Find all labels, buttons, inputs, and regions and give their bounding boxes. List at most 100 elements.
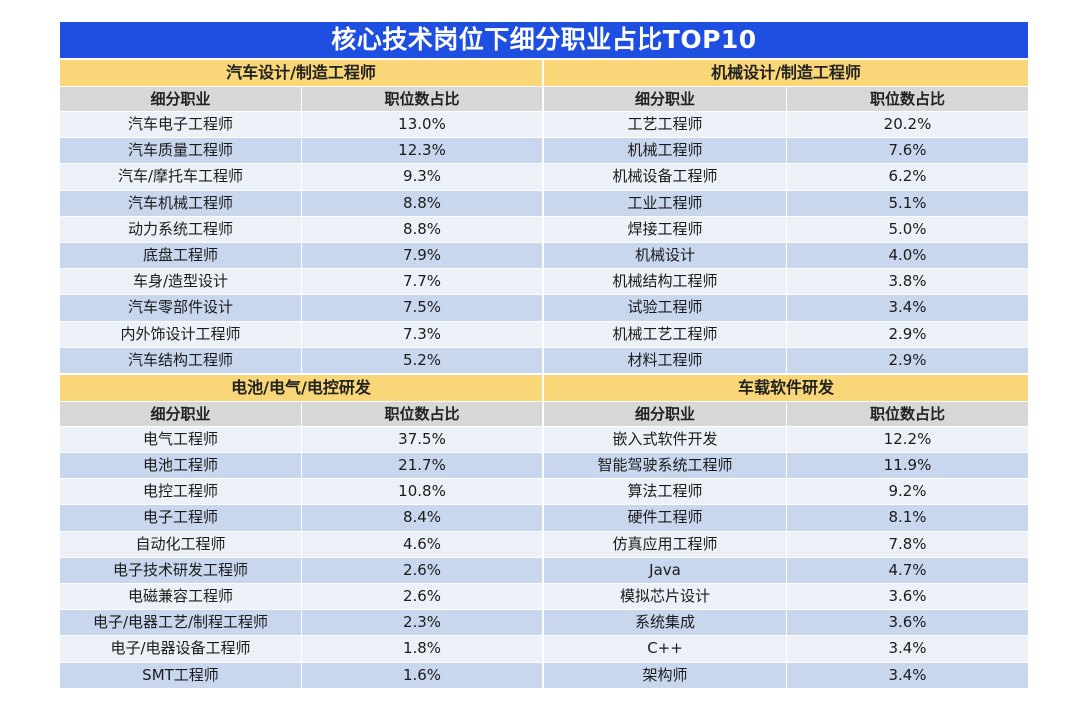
sections-bottom: 电池/电气/电控研发 细分职业 职位数占比 电气工程师 37.5% 电池工程师 21.7% 电… [60,372,1028,688]
job-name-cell: 车身/造型设计 [132,272,229,291]
column-header-row: 细分职业 职位数占比 [544,400,1028,426]
job-name-cell: 电子/电器工艺/制程工程师 [92,613,269,632]
table-row: 材料工程师 2.9% [544,346,1028,373]
job-name-cell: 汽车质量工程师 [127,141,233,160]
job-name-cell: 电子工程师 [142,508,218,527]
section-title: 电池/电气/电控研发 [60,372,542,401]
table-row: 模拟芯片设计 3.6% [544,583,1028,610]
job-name-cell: 内外饰设计工程师 [120,324,241,343]
job-name-cell: 汽车机械工程师 [127,193,233,212]
share-cell: 7.9% [301,242,542,269]
table-row: 嵌入式软件开发 12.2% [544,425,1028,453]
section-title: 汽车设计/制造工程师 [60,58,542,86]
table-row: 动力系统工程师 8.8% [60,215,542,242]
job-name-cell: 汽车/摩托车工程师 [117,167,244,186]
table-row: 机械结构工程师 3.8% [544,268,1028,295]
table-row: 汽车/摩托车工程师 9.3% [60,163,542,190]
table-row: 算法工程师 9.2% [544,478,1028,505]
job-name-cell: 试验工程师 [627,298,703,317]
job-name-cell: 机械工艺工程师 [612,324,718,343]
share-cell: 8.1% [786,505,1028,531]
share-cell: 8.8% [301,190,542,216]
table-row: 汽车质量工程师 12.3% [60,137,542,164]
table-row: 汽车电子工程师 13.0% [60,111,542,138]
table-row: 底盘工程师 7.9% [60,241,542,269]
share-cell: 3.8% [786,269,1028,295]
table-row: 仿真应用工程师 7.8% [544,530,1028,557]
column-header-row: 细分职业 职位数占比 [544,86,1028,111]
share-cell: 13.0% [301,112,542,138]
table-row: 机械工艺工程师 2.9% [544,320,1028,347]
share-cell: 6.2% [786,164,1028,190]
share-cell: 11.9% [786,453,1028,479]
job-share-table: 核心技术岗位下细分职业占比TOP10 汽车设计/制造工程师 细分职业 职位数占比 汽车… [60,22,1028,688]
share-cell: 21.7% [301,453,542,479]
table-row: SMT工程师 1.6% [60,661,542,688]
table-row: 工艺工程师 20.2% [544,111,1028,138]
share-cell: 3.4% [786,295,1028,321]
share-cell: 3.6% [786,584,1028,610]
job-name-cell: 机械设备工程师 [612,167,718,186]
share-cell: 12.3% [301,138,542,164]
table-row: 电子工程师 8.4% [60,504,542,531]
job-name-cell: 工业工程师 [627,193,703,212]
job-name-cell: 工艺工程师 [627,115,703,133]
job-name-cell: 电磁兼容工程师 [127,587,233,605]
table-row: 智能驾驶系统工程师 11.9% [544,452,1028,479]
table-row: 电控工程师 10.8% [60,478,542,505]
section-slot-0: 汽车设计/制造工程师 细分职业 职位数占比 汽车电子工程师 13.0% 汽车质量工程师 12… [60,58,544,373]
table-row: 电子/电器工艺/制程工程师 2.3% [60,609,542,636]
share-cell: 1.6% [301,662,542,688]
share-cell: 4.0% [786,242,1028,269]
share-cell: 7.3% [301,321,542,347]
job-name-cell: SMT工程师 [142,665,219,684]
share-cell: 4.7% [786,557,1028,583]
column-header-share: 职位数占比 [786,87,1028,111]
job-name-cell: 电控工程师 [142,482,218,501]
job-name-cell: 算法工程师 [627,482,703,501]
table-row: 车身/造型设计 7.7% [60,268,542,295]
share-cell: 20.2% [786,112,1028,138]
table-row: 汽车零部件设计 7.5% [60,294,542,321]
job-name-cell: 机械工程师 [627,141,703,160]
job-name-cell: 底盘工程师 [142,245,218,264]
table-title: 核心技术岗位下细分职业占比TOP10 [60,22,1028,58]
job-name-cell: 汽车电子工程师 [127,115,233,133]
table-row: 硬件工程师 8.1% [544,504,1028,531]
job-name-cell: 模拟芯片设计 [619,587,710,605]
column-header-job: 细分职业 [150,90,211,108]
table-row: 汽车机械工程师 8.8% [60,189,542,216]
column-header-share: 职位数占比 [786,401,1028,426]
job-name-cell: 电气工程师 [142,429,218,448]
job-name-cell: 智能驾驶系统工程师 [597,456,733,475]
column-header-job: 细分职业 [634,404,695,423]
column-header-share: 职位数占比 [301,401,542,426]
share-cell: 10.8% [301,479,542,505]
share-cell: 9.2% [786,479,1028,505]
share-cell: 8.8% [301,216,542,242]
share-cell: 7.6% [786,138,1028,164]
table-row: 电池工程师 21.7% [60,452,542,479]
job-name-cell: 架构师 [642,665,688,684]
job-name-cell: 材料工程师 [627,350,703,369]
table-row: 机械设备工程师 6.2% [544,163,1028,190]
job-name-cell: 自动化工程师 [135,534,226,553]
table-row: 机械工程师 7.6% [544,137,1028,164]
share-cell: 7.7% [301,269,542,295]
job-name-cell: 仿真应用工程师 [612,534,718,553]
table-row: 汽车结构工程师 5.2% [60,346,542,373]
section-slot-2: 电池/电气/电控研发 细分职业 职位数占比 电气工程师 37.5% 电池工程师 21.7% 电… [60,372,544,688]
table-row: 电子技术研发工程师 2.6% [60,556,542,583]
job-name-cell: 电子技术研发工程师 [112,560,248,579]
table-row: 内外饰设计工程师 7.3% [60,320,542,347]
job-name-cell: 硬件工程师 [627,508,703,527]
share-cell: 1.8% [301,636,542,662]
column-header-row: 细分职业 职位数占比 [60,400,542,426]
table-row: 试验工程师 3.4% [544,294,1028,321]
table-row: 系统集成 3.6% [544,609,1028,636]
job-name-cell: 焊接工程师 [627,219,703,238]
job-name-cell: 系统集成 [634,613,695,632]
job-name-cell: Java [649,560,681,579]
column-header-job: 细分职业 [150,404,211,423]
share-cell: 3.6% [786,610,1028,636]
